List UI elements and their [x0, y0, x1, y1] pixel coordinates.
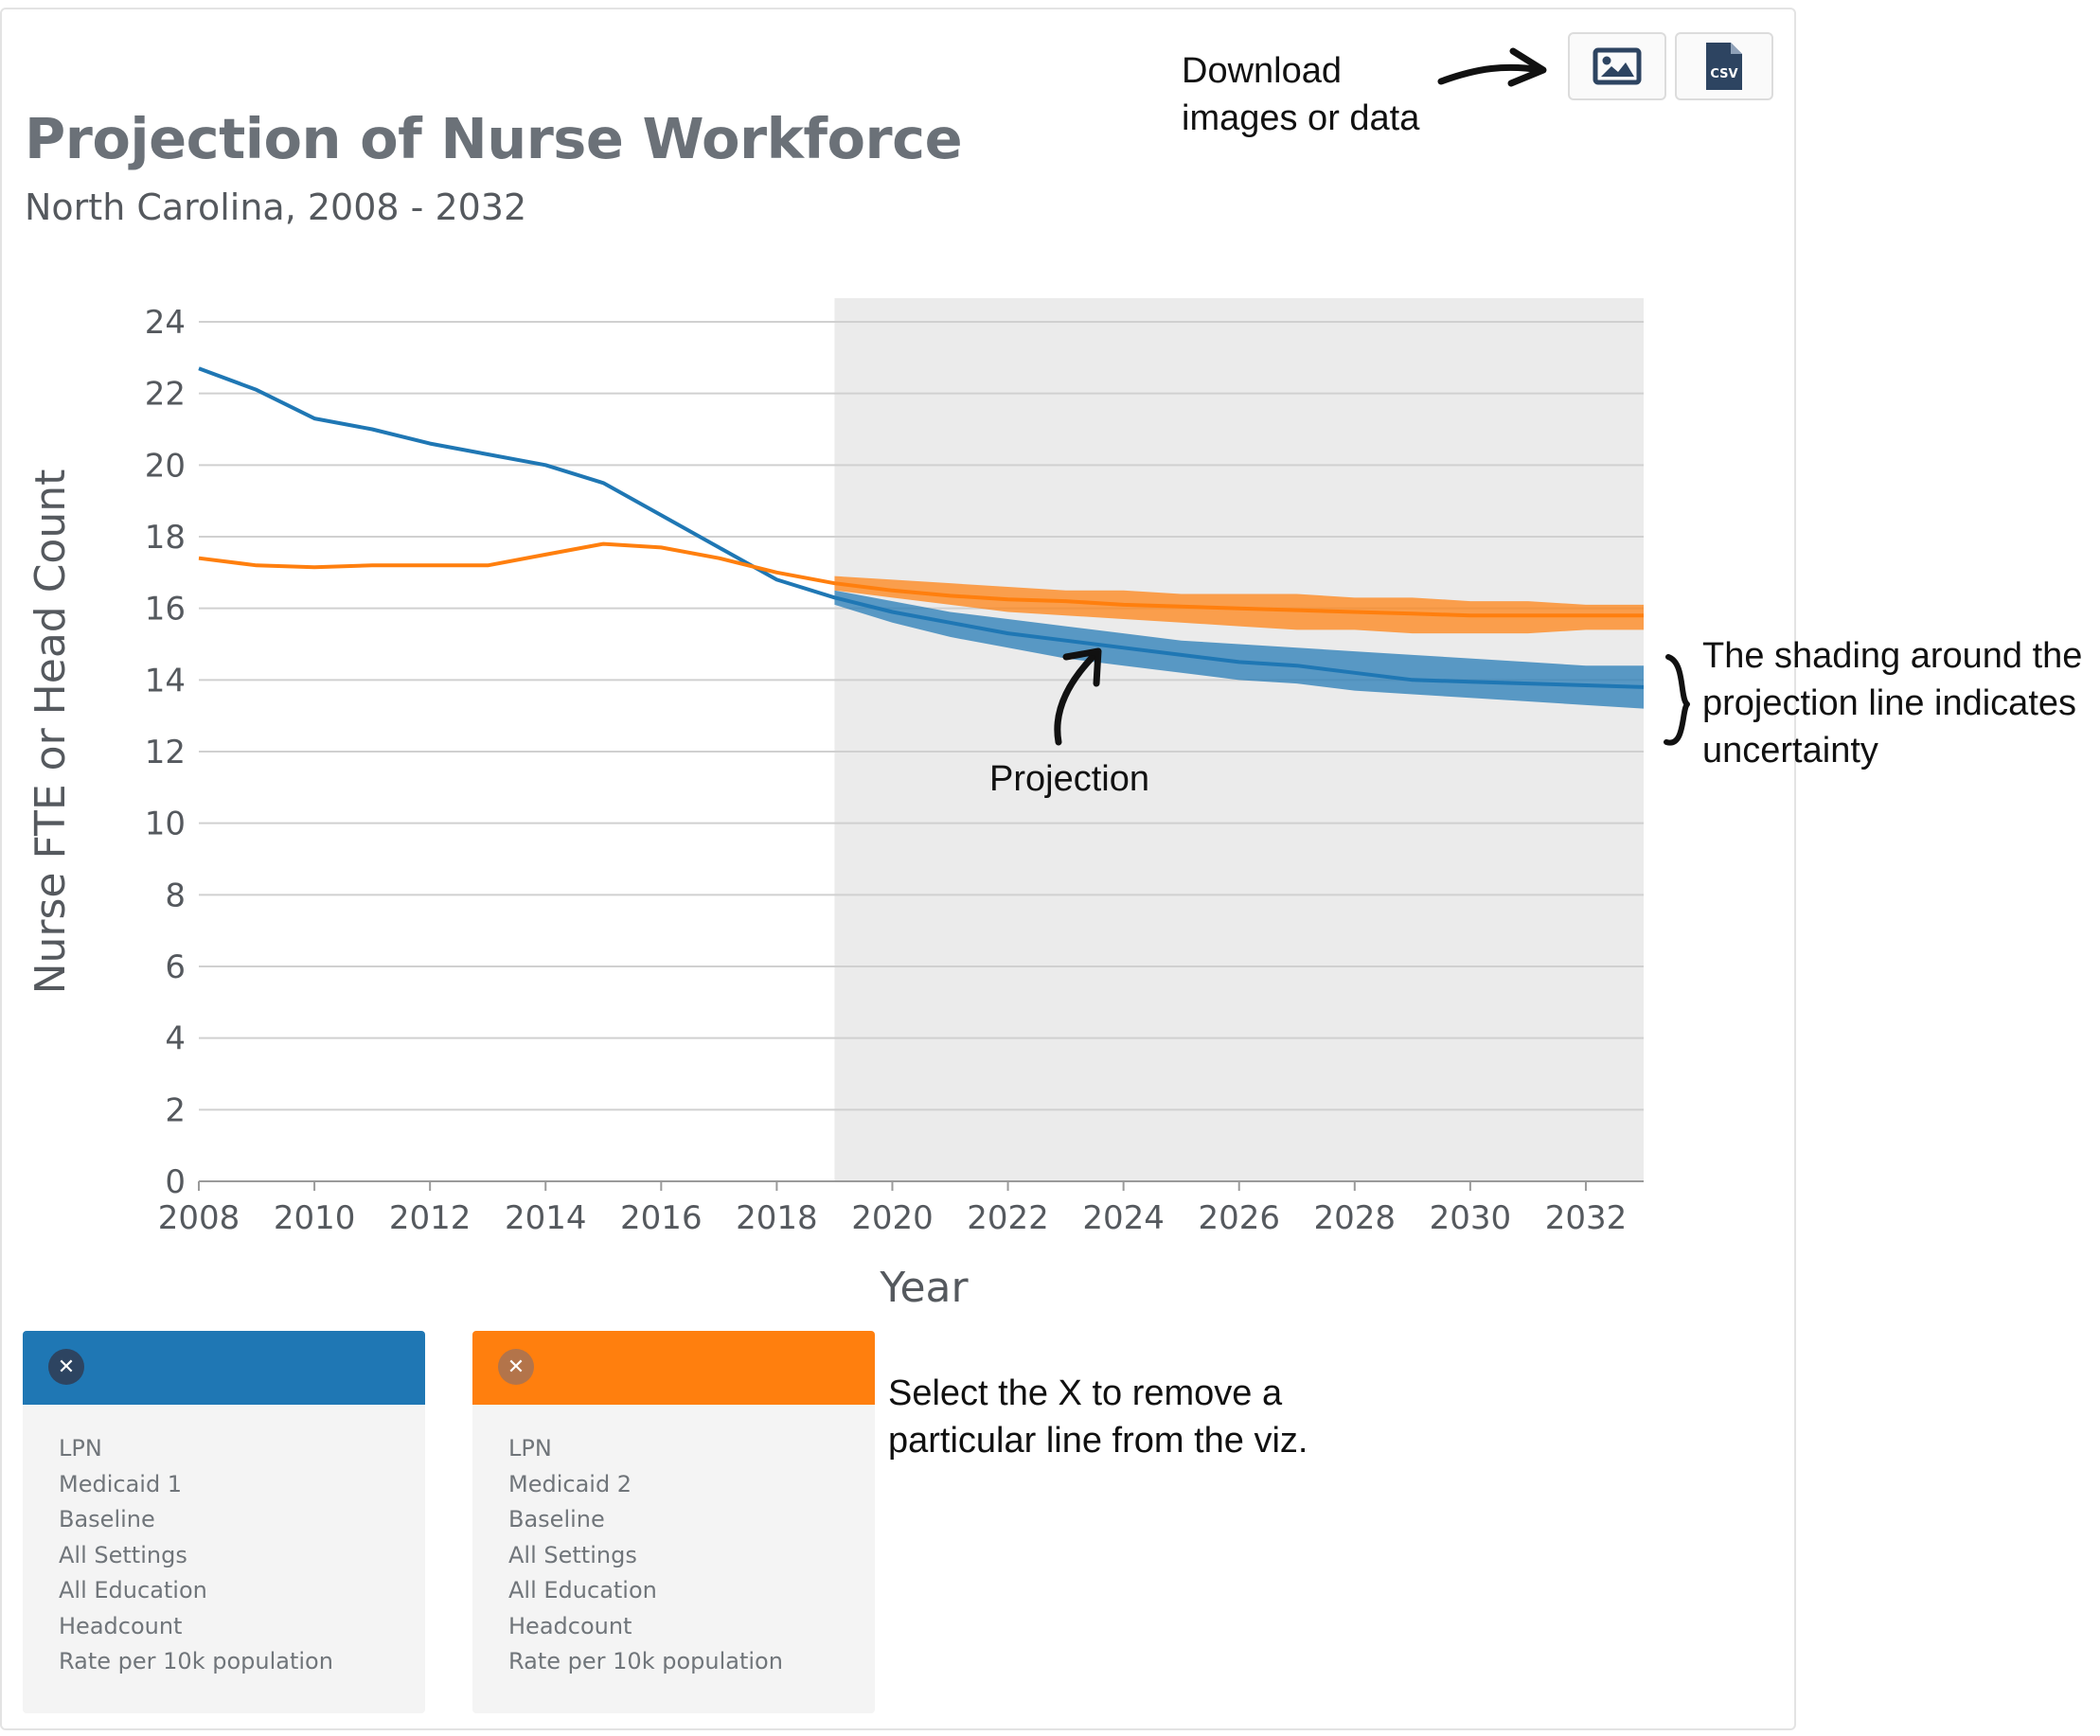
x-tick-label: 2016: [620, 1199, 703, 1237]
y-tick-label: 22: [145, 376, 186, 414]
y-tick-label: 12: [145, 734, 186, 771]
card-line: All Settings: [59, 1541, 187, 1568]
card-line: Headcount: [59, 1612, 183, 1639]
card-line: All Education: [59, 1577, 207, 1603]
y-tick-label: 4: [165, 1020, 186, 1058]
projection-annotation: Projection: [989, 759, 1149, 799]
y-tick-label: 16: [145, 591, 186, 629]
series-line-1: [198, 366, 1645, 689]
y-tick-label: 24: [145, 304, 186, 342]
card-line: LPN: [508, 1435, 552, 1461]
x-tick-label: 2010: [274, 1199, 356, 1237]
card-line: Medicaid 2: [508, 1470, 632, 1497]
y-tick-label: 0: [165, 1163, 186, 1201]
uncertainty-band-2: [834, 576, 1644, 634]
y-tick-label: 6: [165, 948, 186, 986]
y-tick-label: 18: [145, 519, 186, 557]
card-line: Rate per 10k population: [59, 1648, 333, 1674]
card-line: All Settings: [508, 1541, 637, 1568]
remove-line-annotation: Select the X to remove a particular line…: [888, 1373, 1308, 1461]
x-tick-label: 2030: [1430, 1199, 1512, 1237]
x-tick-label: 2026: [1198, 1199, 1280, 1237]
close-icon[interactable]: ✕: [48, 1349, 84, 1385]
x-tick-label: 2008: [158, 1199, 240, 1237]
chart-title: Projection of Nurse Workforce: [25, 106, 963, 171]
x-axis-title: Year: [879, 1264, 969, 1312]
card-line: Rate per 10k population: [508, 1648, 783, 1674]
download-image-button[interactable]: [1568, 32, 1666, 100]
uncertainty-annotation: The shading around the projection line i…: [1702, 636, 2083, 771]
x-tick-label: 2012: [389, 1199, 472, 1237]
chart-subtitle: North Carolina, 2008 - 2032: [25, 186, 527, 228]
series-card-1: ✕ LPN Medicaid 1 Baseline All Settings A…: [23, 1331, 425, 1713]
x-tick-label: 2024: [1082, 1199, 1165, 1237]
y-axis-title: Nurse FTE or Head Count: [27, 469, 75, 995]
csv-label: CSV: [1710, 67, 1737, 81]
card-header: ✕: [472, 1331, 875, 1405]
series-line-2: [198, 541, 1644, 618]
card-line: LPN: [59, 1435, 102, 1461]
card-header: ✕: [23, 1331, 425, 1405]
close-icon[interactable]: ✕: [498, 1349, 534, 1385]
x-tick-label: 2020: [851, 1199, 934, 1237]
card-line: All Education: [508, 1577, 657, 1603]
card-line: Medicaid 1: [59, 1470, 183, 1497]
card-line: Baseline: [508, 1506, 605, 1532]
x-tick-label: 2018: [736, 1199, 818, 1237]
y-tick-label: 8: [165, 877, 186, 914]
x-tick-label: 2014: [505, 1199, 587, 1237]
card-line: Baseline: [59, 1506, 155, 1532]
download-annotation: Download images or data: [1182, 51, 1420, 138]
x-tick-label: 2032: [1545, 1199, 1628, 1237]
download-csv-button[interactable]: CSV: [1675, 32, 1773, 100]
image-icon: [1593, 47, 1642, 85]
csv-file-icon: CSV: [1706, 43, 1742, 90]
y-tick-label: 14: [145, 662, 186, 700]
x-tick-label: 2028: [1314, 1199, 1397, 1237]
series-card-2: ✕ LPN Medicaid 2 Baseline All Settings A…: [472, 1331, 875, 1713]
projection-region: [834, 298, 1644, 1181]
card-line: Headcount: [508, 1612, 632, 1639]
x-tick-label: 2022: [967, 1199, 1049, 1237]
y-tick-label: 20: [145, 447, 186, 485]
y-tick-label: 10: [145, 806, 186, 843]
y-tick-label: 2: [165, 1091, 186, 1129]
